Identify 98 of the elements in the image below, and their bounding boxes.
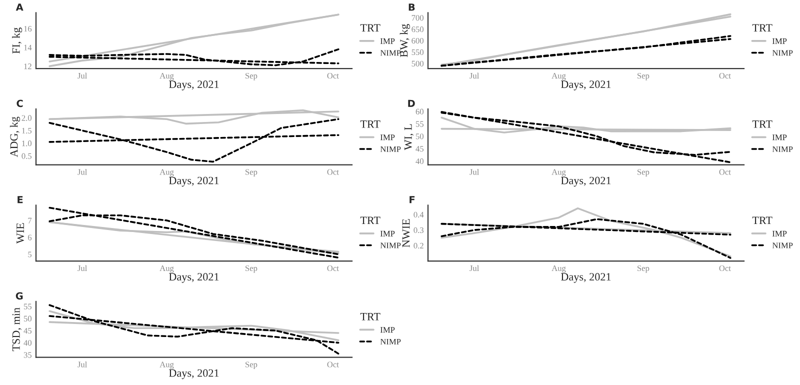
y-tick-label: 50	[24, 316, 32, 322]
y-tick-label: 0.5	[22, 153, 32, 159]
chart-title: G	[16, 292, 23, 300]
x-axis-title: Days, 2021	[169, 273, 219, 283]
x-tick-label: Oct	[327, 362, 339, 368]
legend-title: TRT	[752, 24, 772, 32]
chart-title: F	[410, 196, 415, 204]
x-tick-label: Oct	[719, 265, 731, 272]
chart-title: C	[16, 100, 23, 108]
x-tick-label: Jul	[470, 72, 480, 79]
x-tick-label: Jul	[78, 72, 88, 79]
y-axis-title: ADG, kg	[10, 116, 20, 158]
text: NIMP	[380, 338, 401, 344]
y-tick-label: 600	[412, 38, 424, 44]
y-tick-label: 60	[416, 108, 424, 114]
y-axis-title: WI, L	[404, 124, 414, 150]
legend-label: NIMP	[380, 50, 401, 56]
legend-title: TRT	[360, 120, 380, 128]
text: IMP	[772, 134, 787, 140]
y-tick-label: 1.5	[22, 128, 32, 134]
x-tick-label: Sep	[638, 265, 650, 273]
legend-label: IMP	[772, 230, 787, 236]
y-tick-label: 55	[416, 121, 424, 127]
legend-label: NIMP	[772, 242, 793, 248]
text: IMP	[380, 134, 395, 140]
x-tick-label: Jul	[78, 265, 88, 272]
x-tick-label: Oct	[327, 72, 339, 79]
chart-title: E	[18, 196, 23, 204]
legend-title: TRT	[752, 216, 772, 224]
x-tick-label: Aug	[552, 169, 566, 177]
text: NIMP	[380, 146, 401, 152]
y-axis-title: NWIE	[402, 219, 410, 248]
y-tick-label: 0.2	[414, 242, 424, 249]
chart-title: A	[16, 4, 24, 11]
y-tick-label: 55	[24, 304, 32, 310]
y-tick-label: 0.3	[414, 227, 424, 234]
y-tick-label: 40	[416, 158, 424, 164]
text: IMP	[380, 327, 395, 333]
legend-label: IMP	[380, 230, 395, 236]
x-axis-title: Days, 2021	[561, 80, 611, 90]
x-tick-label: Sep	[246, 72, 258, 80]
y-axis-title: TSD, min	[12, 308, 22, 352]
y-tick-label: 1.0	[22, 140, 32, 146]
x-tick-label: Aug	[552, 72, 566, 80]
x-tick-label: Sep	[246, 265, 258, 273]
y-tick-label: 550	[412, 49, 424, 56]
y-tick-label: 45	[416, 146, 424, 152]
y-axis-title: FI, kg	[12, 28, 22, 54]
x-tick-label: Aug	[552, 265, 566, 273]
x-tick-label: Oct	[327, 265, 339, 272]
y-tick-label: 700	[412, 15, 424, 21]
x-tick-label: Sep	[638, 169, 650, 177]
y-tick-label: 0.4	[414, 212, 424, 218]
x-tick-label: Oct	[719, 72, 731, 79]
y-tick-label: 45	[24, 328, 32, 334]
y-tick-label: 12	[24, 64, 32, 70]
legend-label: NIMP	[772, 50, 793, 56]
x-tick-label: Sep	[246, 169, 258, 177]
x-tick-label: Jul	[78, 361, 88, 368]
x-axis-title: Days, 2021	[169, 176, 219, 187]
legend-title: TRT	[360, 216, 380, 224]
x-tick-label: Aug	[160, 72, 174, 80]
legend-label: NIMP	[380, 242, 401, 248]
text: NIMP	[772, 146, 793, 152]
x-axis-title: Days, 2021	[169, 369, 219, 380]
x-tick-label: Jul	[78, 168, 88, 175]
x-tick-label: Sep	[246, 362, 258, 370]
legend-title: TRT	[752, 120, 772, 128]
x-tick-label: Aug	[160, 265, 174, 273]
y-tick-label: 2.0	[22, 115, 32, 121]
legend-label: IMP	[380, 38, 395, 44]
x-tick-label: Oct	[327, 169, 339, 175]
x-tick-label: Aug	[160, 362, 174, 370]
x-tick-label: Aug	[160, 169, 174, 177]
x-tick-label: Jul	[470, 168, 480, 175]
x-axis-title: Days, 2021	[561, 273, 611, 283]
legend-label: IMP	[772, 38, 787, 44]
y-axis-title: BW, kg	[400, 24, 410, 58]
y-tick-label: 14	[24, 44, 32, 50]
x-axis-title: Days, 2021	[169, 80, 219, 90]
y-tick-label: 5	[28, 252, 32, 258]
y-tick-label: 40	[24, 340, 32, 346]
y-tick-label: 500	[412, 60, 424, 66]
y-axis-title: WIE	[16, 223, 24, 244]
chart-title: D	[408, 100, 415, 107]
y-tick-label: 650	[412, 26, 424, 32]
chart-title: B	[408, 4, 415, 11]
x-tick-label: Jul	[470, 265, 480, 272]
x-tick-label: Sep	[638, 72, 650, 80]
y-tick-label: 50	[416, 134, 424, 140]
legend-title: TRT	[360, 24, 380, 32]
x-axis-title: Days, 2021	[561, 176, 611, 187]
x-tick-label: Oct	[719, 169, 731, 175]
y-tick-label: 6	[28, 234, 32, 240]
y-tick-label: 35	[24, 352, 32, 358]
y-tick-label: 7	[28, 218, 32, 224]
y-tick-label: 16	[24, 26, 32, 32]
legend-title: TRT	[360, 312, 380, 320]
